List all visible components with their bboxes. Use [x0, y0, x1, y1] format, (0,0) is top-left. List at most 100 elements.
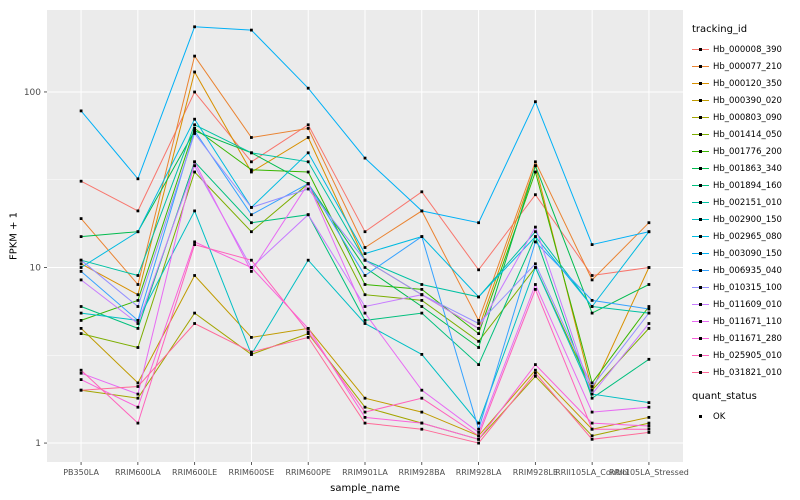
data-point: [306, 327, 310, 330]
data-point: [477, 346, 480, 349]
data-point: [534, 371, 537, 375]
data-point: [250, 336, 253, 339]
legend-key-line-icon: [692, 43, 709, 57]
legend-item: Hb_002965_080: [692, 228, 798, 245]
data-point: [534, 288, 537, 291]
legend-item-label: Hb_002151_010: [713, 197, 782, 208]
legend-item-label: Hb_001776_200: [713, 146, 782, 157]
data-point: [534, 230, 537, 234]
x-tick-label: RRIM600LA: [115, 468, 161, 477]
data-point: [193, 322, 196, 325]
data-point: [420, 305, 424, 308]
data-point: [193, 164, 196, 168]
data-point: [306, 170, 310, 174]
data-point: [363, 156, 367, 160]
data-point: [647, 266, 651, 269]
data-point: [363, 252, 367, 255]
data-point: [363, 322, 367, 325]
legend-item-label: Hb_001894_160: [713, 180, 782, 191]
legend-item: Hb_001414_050: [692, 126, 798, 143]
data-point: [420, 427, 424, 431]
data-point: [250, 151, 253, 155]
legend-quant-item: OK: [692, 408, 798, 425]
data-point: [306, 213, 310, 217]
data-point: [306, 330, 310, 334]
legend-item: Hb_001776_200: [692, 143, 798, 160]
legend-item: Hb_011671_280: [692, 330, 798, 347]
data-point: [250, 136, 253, 139]
data-point: [534, 262, 537, 266]
data-point: [590, 311, 594, 315]
legend-item: Hb_011671_110: [692, 313, 798, 330]
data-point: [79, 258, 83, 262]
legend-key-line-icon: [692, 128, 709, 142]
data-point: [590, 392, 594, 396]
data-point: [136, 346, 140, 349]
legend-item: Hb_001894_160: [692, 177, 798, 194]
data-point: [647, 357, 651, 361]
legend-item: Hb_010315_100: [692, 279, 798, 296]
data-point: [193, 160, 196, 164]
data-point: [363, 274, 367, 277]
x-tick-label: RRII105LA_Control: [555, 468, 629, 477]
data-point: [477, 421, 480, 425]
data-point: [250, 28, 253, 32]
legend-item-label: Hb_011671_110: [713, 316, 782, 327]
data-point: [363, 283, 367, 286]
data-point: [79, 319, 83, 322]
legend-key-line-icon: [692, 247, 709, 261]
data-point: [477, 322, 480, 325]
data-points: [79, 25, 651, 445]
data-point: [136, 392, 140, 396]
data-point: [306, 127, 310, 130]
data-point: [477, 339, 480, 343]
data-point: [79, 378, 83, 381]
data-point: [250, 230, 253, 234]
data-point: [193, 240, 196, 244]
data-point: [647, 305, 651, 308]
data-point: [250, 168, 253, 172]
data-point: [647, 221, 651, 225]
data-point: [534, 266, 537, 269]
legend-item-label: Hb_000077_210: [713, 61, 782, 72]
y-axis-title: FPKM + 1: [8, 211, 20, 261]
legend-item-label: Hb_000008_390: [713, 44, 782, 55]
data-point: [590, 381, 594, 385]
data-point: [79, 311, 83, 315]
x-tick-label: RRII105LA_Stressed: [609, 468, 689, 477]
legend-item: Hb_025905_010: [692, 347, 798, 364]
data-point: [420, 209, 424, 213]
legend-item-label: Hb_031821_010: [713, 367, 782, 378]
legend-key-line-icon: [692, 60, 709, 74]
legend-quant-label: OK: [713, 411, 726, 422]
legend-item-label: Hb_001863_340: [713, 163, 782, 174]
data-point: [193, 274, 196, 277]
data-point: [79, 179, 83, 183]
legend-item-label: Hb_006935_040: [713, 265, 782, 276]
data-point: [250, 160, 253, 164]
data-point: [477, 431, 480, 434]
legend-item: Hb_031821_010: [692, 364, 798, 381]
legend-key-line-icon: [692, 145, 709, 159]
axis-ticks: [44, 91, 650, 465]
data-point: [79, 266, 83, 269]
data-point: [477, 295, 480, 299]
data-point: [363, 416, 367, 419]
data-point: [306, 123, 310, 127]
data-point: [250, 206, 253, 209]
data-point: [363, 410, 367, 414]
data-point: [590, 427, 594, 431]
data-point: [193, 54, 196, 58]
data-point: [363, 421, 367, 425]
data-point: [136, 283, 140, 286]
legend-item-label: Hb_001414_050: [713, 129, 782, 140]
data-point: [647, 230, 651, 234]
data-point: [477, 268, 480, 272]
data-point: [363, 246, 367, 249]
data-point: [306, 258, 310, 262]
data-point: [250, 353, 253, 356]
data-point: [193, 170, 196, 174]
legend-key-line-icon: [692, 230, 709, 244]
data-point: [79, 388, 83, 392]
